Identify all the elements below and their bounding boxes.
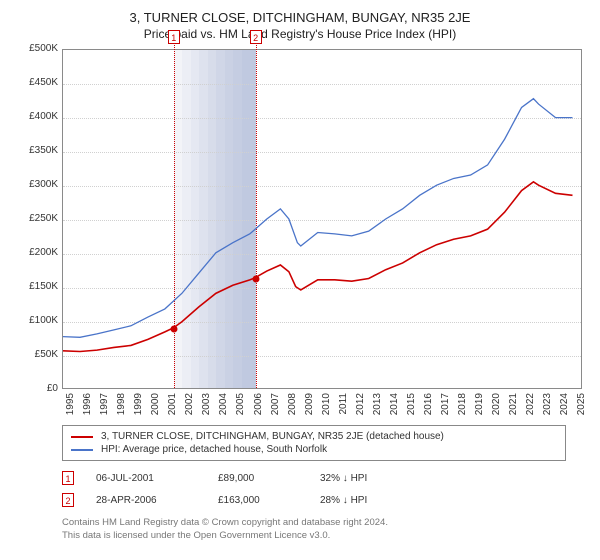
y-axis-tick-label: £350K — [18, 145, 58, 156]
x-axis-tick-label: 2001 — [167, 393, 178, 423]
x-axis-tick-label: 2019 — [474, 393, 485, 423]
event-point — [170, 326, 177, 333]
event-marker-box: 1 — [168, 30, 180, 44]
x-axis-tick-label: 1995 — [65, 393, 76, 423]
x-axis-tick-label: 2016 — [423, 393, 434, 423]
x-axis-tick-label: 2020 — [491, 393, 502, 423]
event-id-box: 1 — [62, 471, 74, 485]
y-axis-tick-label: £400K — [18, 111, 58, 122]
series-property — [63, 182, 573, 352]
plot: 12 — [62, 49, 582, 389]
legend-item: HPI: Average price, detached house, Sout… — [71, 443, 557, 456]
x-axis-tick-label: 2010 — [321, 393, 332, 423]
x-axis-tick-label: 2004 — [218, 393, 229, 423]
y-axis-tick-label: £50K — [18, 349, 58, 360]
x-axis-tick-label: 2023 — [542, 393, 553, 423]
x-axis-tick-label: 2006 — [253, 393, 264, 423]
event-price: £89,000 — [218, 473, 298, 484]
footer-line-2: This data is licensed under the Open Gov… — [62, 530, 566, 543]
chart-area: 12 £0 £50K £100K £150K £200K £250K £300K £350K £… — [18, 49, 582, 419]
y-axis-tick-label: £450K — [18, 77, 58, 88]
footer-line-1: Contains HM Land Registry data © Crown c… — [62, 517, 566, 530]
y-axis-tick-label: £250K — [18, 213, 58, 224]
y-axis-tick-label: £300K — [18, 179, 58, 190]
x-axis-tick-label: 2007 — [270, 393, 281, 423]
x-axis-tick-label: 1996 — [82, 393, 93, 423]
x-axis-tick-label: 2002 — [184, 393, 195, 423]
x-axis-tick-label: 2003 — [201, 393, 212, 423]
legend-label: 3, TURNER CLOSE, DITCHINGHAM, BUNGAY, NR… — [101, 431, 444, 442]
events-table: 1 06-JUL-2001 £89,000 32% ↓ HPI 2 28-APR-2006… — [62, 467, 566, 511]
y-axis-tick-label: £150K — [18, 281, 58, 292]
x-axis-tick-label: 2013 — [372, 393, 383, 423]
legend-item: 3, TURNER CLOSE, DITCHINGHAM, BUNGAY, NR… — [71, 430, 557, 443]
y-axis-tick-label: £200K — [18, 247, 58, 258]
x-axis-tick-label: 2012 — [355, 393, 366, 423]
x-axis-tick-label: 1998 — [116, 393, 127, 423]
x-axis-tick-label: 1997 — [99, 393, 110, 423]
x-axis-tick-label: 2014 — [389, 393, 400, 423]
event-marker-box: 2 — [250, 30, 262, 44]
event-row: 2 28-APR-2006 £163,000 28% ↓ HPI — [62, 489, 566, 511]
x-axis-tick-label: 2000 — [150, 393, 161, 423]
event-id-box: 2 — [62, 493, 74, 507]
x-axis-tick-label: 2009 — [304, 393, 315, 423]
event-delta: 28% ↓ HPI — [320, 495, 410, 506]
chart-title: 3, TURNER CLOSE, DITCHINGHAM, BUNGAY, NR… — [18, 10, 582, 25]
event-date: 06-JUL-2001 — [96, 473, 196, 484]
series-hpi — [63, 99, 573, 338]
event-price: £163,000 — [218, 495, 298, 506]
legend-label: HPI: Average price, detached house, Sout… — [101, 444, 327, 455]
event-row: 1 06-JUL-2001 £89,000 32% ↓ HPI — [62, 467, 566, 489]
x-axis-tick-label: 2025 — [576, 393, 587, 423]
legend: 3, TURNER CLOSE, DITCHINGHAM, BUNGAY, NR… — [62, 425, 566, 461]
chart-subtitle: Price paid vs. HM Land Registry's House … — [18, 27, 582, 41]
legend-swatch — [71, 449, 93, 451]
y-axis-tick-label: £500K — [18, 43, 58, 54]
y-axis-tick-label: £100K — [18, 315, 58, 326]
event-point — [252, 276, 259, 283]
y-axis-tick-label: £0 — [18, 383, 58, 394]
event-date: 28-APR-2006 — [96, 495, 196, 506]
x-axis-tick-label: 2024 — [559, 393, 570, 423]
x-axis-tick-label: 2022 — [525, 393, 536, 423]
x-axis-tick-label: 2018 — [457, 393, 468, 423]
x-axis-tick-label: 2011 — [338, 393, 349, 423]
x-axis-tick-label: 2008 — [287, 393, 298, 423]
legend-swatch — [71, 436, 93, 438]
x-axis-tick-label: 2005 — [235, 393, 246, 423]
x-axis-tick-label: 2017 — [440, 393, 451, 423]
x-axis-tick-label: 1999 — [133, 393, 144, 423]
event-delta: 32% ↓ HPI — [320, 473, 410, 484]
footer-attribution: Contains HM Land Registry data © Crown c… — [62, 517, 566, 543]
x-axis-tick-label: 2015 — [406, 393, 417, 423]
x-axis-tick-label: 2021 — [508, 393, 519, 423]
line-series — [63, 50, 581, 388]
